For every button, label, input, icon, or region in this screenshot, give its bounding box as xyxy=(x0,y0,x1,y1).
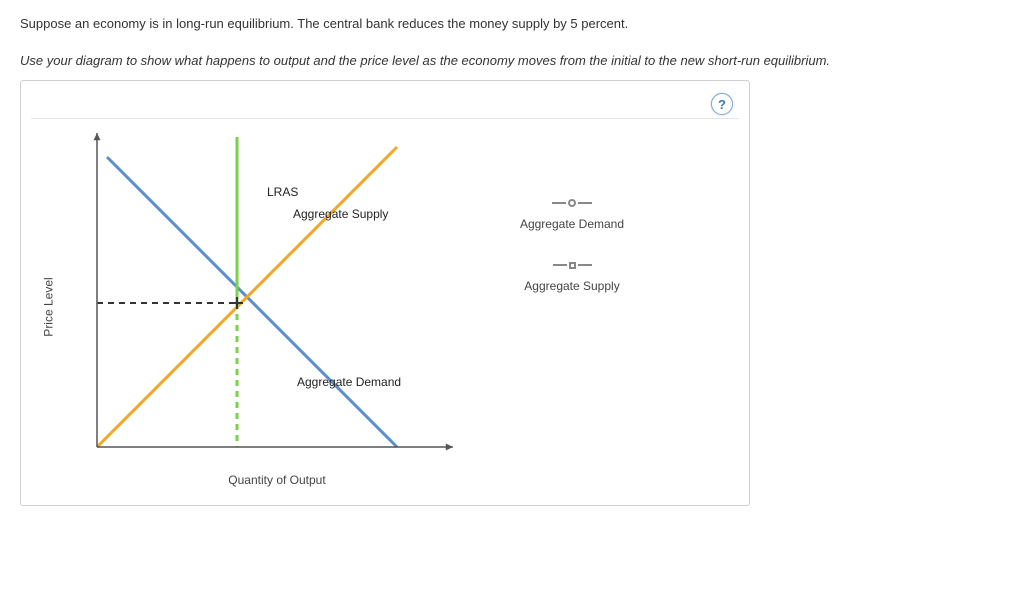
tool-palette: Aggregate Demand Aggregate Supply xyxy=(457,127,637,487)
x-axis-label: Quantity of Output xyxy=(97,473,457,487)
ad-tool-label: Aggregate Demand xyxy=(507,217,637,231)
question-intro: Suppose an economy is in long-run equili… xyxy=(20,16,1004,31)
help-button[interactable]: ? xyxy=(711,93,733,115)
chart-area[interactable]: LRAS Aggregate Supply Aggregate Demand xyxy=(67,127,457,467)
line-seg-icon xyxy=(553,264,567,266)
line-seg-icon xyxy=(578,202,592,204)
aggregate-supply-label: Aggregate Supply xyxy=(293,207,388,221)
y-axis-label-col: Price Level xyxy=(31,127,67,487)
chart-column: LRAS Aggregate Supply Aggregate Demand Q… xyxy=(67,127,457,487)
line-seg-icon xyxy=(552,202,566,204)
panel-toolbar: ? xyxy=(31,91,739,119)
y-axis-label: Price Level xyxy=(42,277,56,336)
as-tool-label: Aggregate Supply xyxy=(507,279,637,293)
question-prompt: Use your diagram to show what happens to… xyxy=(20,53,1004,68)
as-tool[interactable]: Aggregate Supply xyxy=(507,259,637,293)
chart-wrap: Price Level LRAS Aggregate Supply Aggreg… xyxy=(31,127,739,487)
aggregate-demand-label: Aggregate Demand xyxy=(297,375,401,389)
diagram-panel: ? Price Level LRAS Aggregate Supply Aggr… xyxy=(20,80,750,506)
ad-tool[interactable]: Aggregate Demand xyxy=(507,197,637,231)
circle-marker-icon xyxy=(568,199,576,207)
square-marker-icon xyxy=(569,262,576,269)
chart-svg[interactable] xyxy=(67,127,457,467)
line-seg-icon xyxy=(578,264,592,266)
lras-label: LRAS xyxy=(267,185,298,199)
ad-tool-handle[interactable] xyxy=(550,197,594,209)
as-tool-handle[interactable] xyxy=(550,259,594,271)
